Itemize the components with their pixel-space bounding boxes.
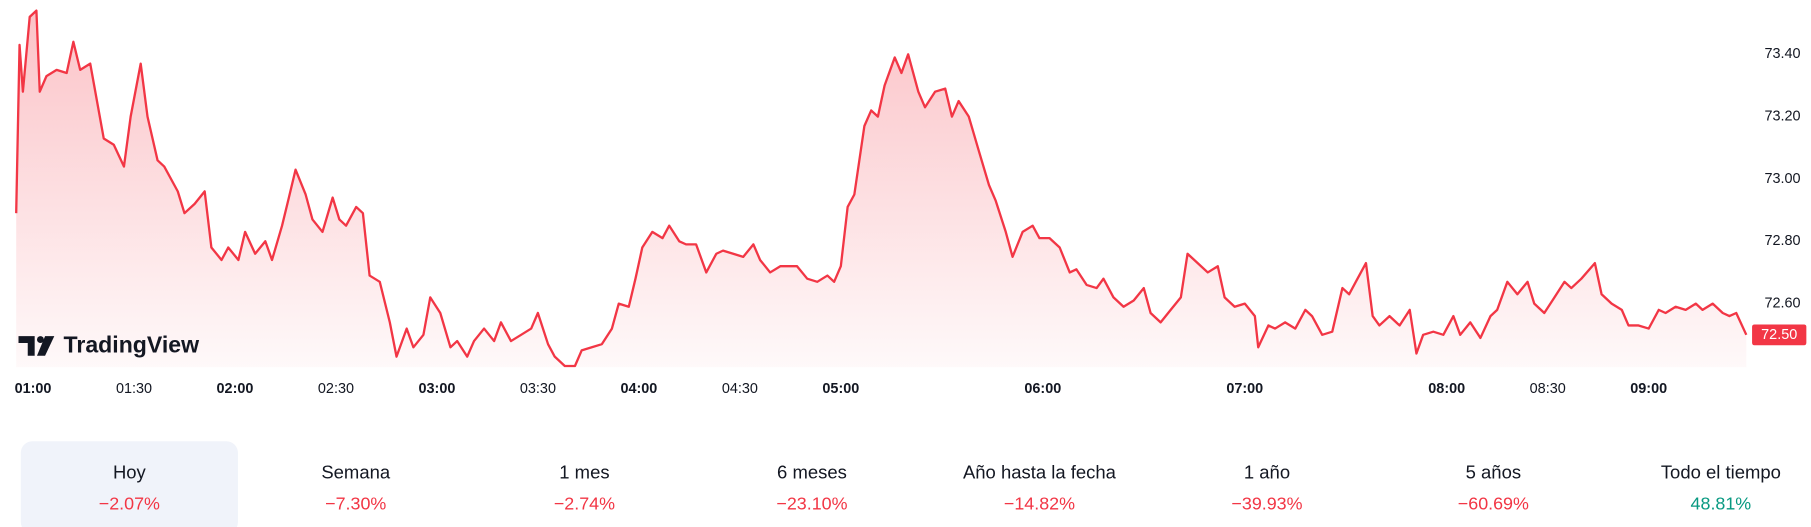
x-tick-label: 05:00 bbox=[822, 381, 859, 397]
x-tick-label: 02:30 bbox=[318, 381, 354, 397]
logo-text: TradingView bbox=[64, 332, 200, 358]
period-card[interactable]: Todo el tiempo 48.81% bbox=[1661, 461, 1781, 513]
logo-icon bbox=[18, 336, 35, 356]
period-change: −39.93% bbox=[1231, 493, 1302, 513]
x-tick-label: 08:00 bbox=[1428, 381, 1465, 397]
period-card-bg bbox=[20, 441, 238, 527]
logo-icon bbox=[36, 336, 55, 356]
period-change: −2.07% bbox=[99, 493, 160, 513]
y-tick-label: 72.80 bbox=[1764, 233, 1800, 249]
x-tick-label: 01:30 bbox=[116, 381, 152, 397]
x-tick-label: 08:30 bbox=[1530, 381, 1566, 397]
period-label: Semana bbox=[321, 461, 391, 482]
period-change: −14.82% bbox=[1004, 493, 1075, 513]
logo-icon bbox=[36, 336, 44, 344]
period-card[interactable]: 6 meses −23.10% bbox=[776, 461, 847, 513]
x-tick-label: 02:00 bbox=[217, 381, 254, 397]
period-label: Todo el tiempo bbox=[1661, 461, 1781, 482]
x-tick-label: 01:00 bbox=[15, 381, 52, 397]
x-tick-label: 09:00 bbox=[1630, 381, 1667, 397]
y-tick-label: 73.20 bbox=[1764, 108, 1800, 124]
period-label: 1 año bbox=[1244, 461, 1290, 482]
period-card[interactable]: 5 años −60.69% bbox=[1458, 461, 1529, 513]
y-tick-label: 73.00 bbox=[1764, 171, 1800, 187]
period-change: −23.10% bbox=[776, 493, 847, 513]
area bbox=[16, 10, 1747, 368]
x-tick-label: 06:00 bbox=[1024, 381, 1061, 397]
x-tick-label: 03:30 bbox=[520, 381, 556, 397]
last-price-label: 72.50 bbox=[1761, 327, 1797, 343]
period-label: Año hasta la fecha bbox=[963, 461, 1117, 482]
period-card[interactable]: 1 año −39.93% bbox=[1231, 461, 1302, 513]
period-label: 5 años bbox=[1466, 461, 1521, 482]
y-tick-label: 72.60 bbox=[1764, 295, 1800, 311]
x-tick-label: 07:00 bbox=[1226, 381, 1263, 397]
period-label: 6 meses bbox=[777, 461, 847, 482]
x-tick-label: 03:00 bbox=[418, 381, 455, 397]
period-change: −60.69% bbox=[1458, 493, 1529, 513]
period-change: 48.81% bbox=[1691, 493, 1752, 513]
period-change: −7.30% bbox=[325, 493, 386, 513]
price-line bbox=[15, 9, 1748, 368]
x-tick-label: 04:30 bbox=[722, 381, 758, 397]
logo: TradingView bbox=[18, 332, 200, 358]
period-card[interactable]: Año hasta la fecha −14.82% bbox=[963, 461, 1117, 513]
period-card[interactable]: Semana −7.30% bbox=[321, 461, 391, 513]
last-price-box bbox=[1752, 324, 1807, 346]
y-tick-label: 73.40 bbox=[1764, 46, 1800, 62]
x-tick-label: 04:00 bbox=[620, 381, 657, 397]
period-label: Hoy bbox=[113, 461, 147, 482]
period-card[interactable]: Hoy −2.07% bbox=[20, 441, 238, 527]
period-card[interactable]: 1 mes −2.74% bbox=[554, 461, 615, 513]
period-label: 1 mes bbox=[559, 461, 609, 482]
period-change: −2.74% bbox=[554, 493, 615, 513]
